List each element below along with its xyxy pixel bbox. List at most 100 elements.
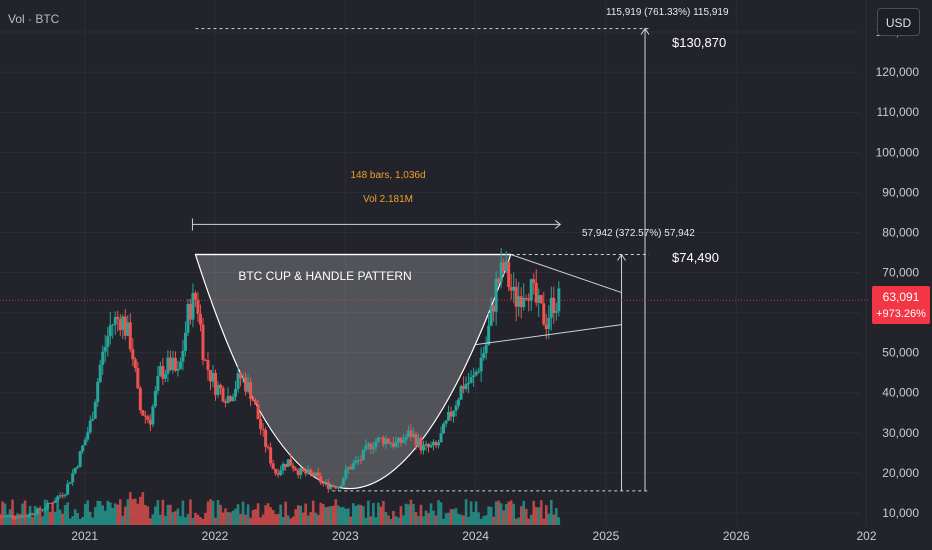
candle-body	[1, 516, 5, 518]
volume-bar	[216, 500, 220, 525]
candle-body	[401, 440, 405, 443]
volume-bar	[219, 504, 222, 525]
candle-body	[56, 496, 60, 501]
volume-bar	[329, 506, 333, 525]
candle-body	[389, 443, 393, 445]
volume-bar	[186, 514, 190, 525]
candle-body	[329, 485, 333, 489]
volume-bar	[384, 511, 388, 525]
candle-body	[462, 386, 466, 389]
candle-body	[432, 441, 436, 446]
candle-body	[452, 410, 456, 417]
candle-body	[529, 279, 533, 301]
volume-bar	[204, 512, 207, 525]
volume-bar	[402, 515, 405, 525]
volume-bar	[118, 499, 122, 525]
candle-body	[386, 438, 390, 444]
candle-body	[193, 292, 197, 300]
candle-body	[76, 466, 80, 468]
candle-body	[394, 442, 398, 447]
candle-body	[369, 443, 373, 449]
candle-body	[156, 375, 160, 391]
candle-body	[477, 371, 481, 373]
volume-bar	[21, 503, 24, 525]
y-tick-label: 20,000	[882, 466, 919, 480]
volume-bar	[407, 504, 410, 525]
candle-body	[339, 485, 343, 487]
candle-body	[101, 351, 105, 365]
y-tick-label: 100,000	[876, 145, 920, 159]
candle-body	[549, 297, 553, 318]
volume-bar	[36, 509, 39, 525]
volume-bar	[291, 516, 295, 525]
candle-body	[301, 468, 305, 472]
volume-bar	[429, 503, 433, 525]
candle-body	[552, 297, 556, 313]
volume-bar	[424, 510, 428, 525]
volume-bar	[359, 504, 363, 525]
volume-bar	[326, 506, 330, 525]
candle-body	[517, 296, 521, 307]
candle-body	[447, 411, 451, 421]
candle-body	[251, 399, 255, 401]
volume-bar	[269, 507, 272, 525]
candle-body	[492, 305, 496, 312]
candle-body	[254, 400, 258, 405]
candle-body	[459, 386, 463, 400]
candle-body	[399, 437, 403, 443]
candle-body	[113, 316, 117, 325]
candle-body	[128, 322, 132, 350]
candle-body	[123, 316, 127, 336]
volume-bar	[457, 513, 460, 525]
volume-bar	[314, 512, 318, 525]
candle-body	[91, 418, 95, 421]
volume-bar	[78, 518, 82, 525]
last-price-tag: 63,091 +973.26%	[872, 286, 930, 324]
volume-bar	[63, 505, 67, 525]
volume-bar	[231, 510, 235, 525]
candle-body	[421, 445, 425, 451]
candle-body	[111, 324, 115, 326]
volume-bar	[392, 510, 395, 525]
volume-bar	[191, 517, 195, 525]
volume-bar	[244, 514, 247, 525]
candle-body	[344, 469, 348, 479]
volume-bar	[111, 507, 115, 525]
candle-body	[181, 350, 185, 362]
candle-body	[216, 384, 220, 395]
volume-bar	[467, 516, 470, 525]
candle-body	[148, 420, 152, 425]
candle-body	[326, 482, 330, 489]
candle-body	[6, 515, 10, 517]
candle-body	[21, 515, 25, 518]
candle-body	[331, 485, 335, 487]
candle-body	[512, 286, 516, 291]
volume-bar	[159, 514, 162, 525]
volume-bar	[367, 500, 370, 525]
candle-body	[414, 434, 418, 447]
candle-body	[211, 372, 215, 382]
candle-body	[437, 442, 441, 446]
volume-bar	[101, 505, 105, 525]
volume-bar	[259, 517, 262, 525]
volume-bar	[334, 499, 338, 525]
volume-bar	[206, 501, 210, 525]
candle-body	[449, 411, 453, 417]
volume-bar	[316, 514, 320, 525]
y-tick-label: 10,000	[882, 506, 919, 520]
volume-bar	[542, 518, 546, 525]
volume-bar	[549, 499, 553, 525]
volume-bar	[522, 500, 526, 525]
volume-bar	[131, 499, 135, 525]
volume-bar	[494, 501, 498, 525]
currency-button[interactable]: USD	[877, 8, 920, 36]
candle-body	[554, 311, 558, 313]
y-tick-label: 80,000	[882, 225, 919, 239]
candle-body	[151, 406, 155, 425]
candle-body	[281, 463, 285, 471]
volume-bar	[399, 506, 403, 525]
candle-body	[13, 517, 17, 519]
volume-bar	[552, 514, 556, 525]
candle-body	[514, 286, 518, 307]
